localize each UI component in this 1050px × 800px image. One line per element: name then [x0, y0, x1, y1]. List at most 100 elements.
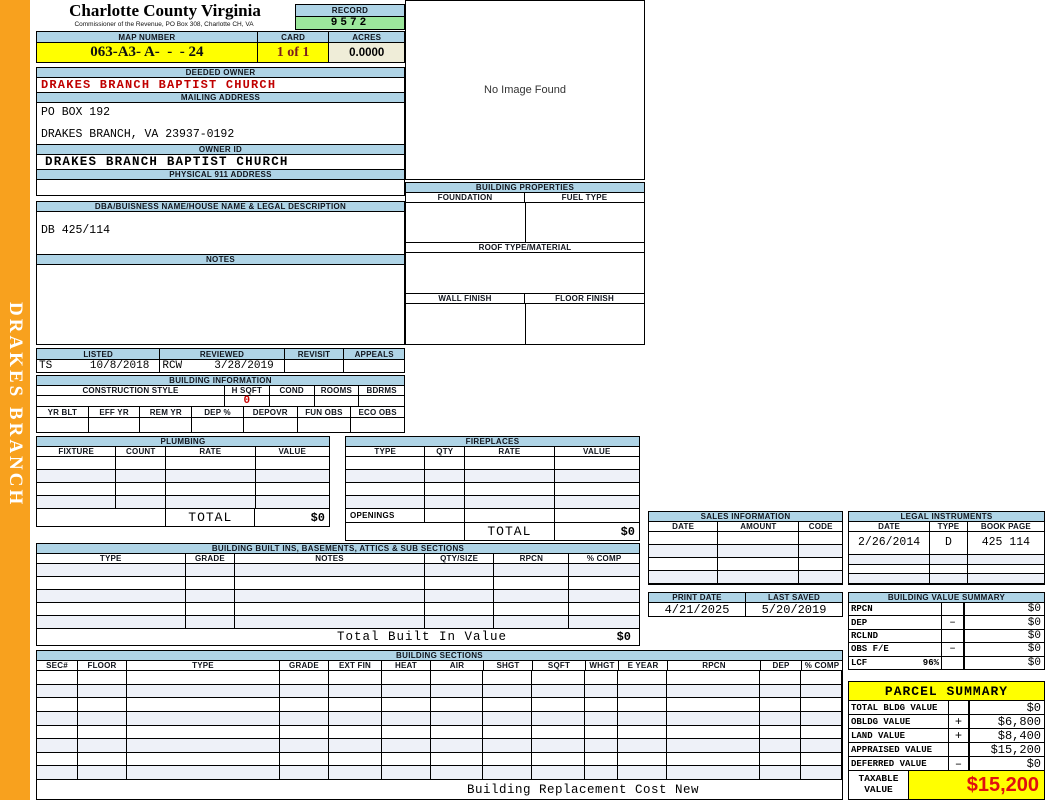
commissioner-subtitle: Commissioner of the Revenue, PO Box 308,…: [74, 21, 254, 28]
funobs-header: FUN OBS: [298, 407, 352, 417]
cell: [37, 603, 186, 615]
bvs-row-rclnd: RCLND $0: [849, 629, 1044, 644]
cell: [37, 577, 186, 589]
built-ins-header: BUILDING BUILT INS, BASEMENTS, ATTICS & …: [37, 544, 639, 554]
print-saved-values: 4/21/2025 5/20/2019: [649, 603, 842, 617]
revisit-value: [285, 360, 345, 372]
cell: [585, 698, 619, 711]
physical-address-header: PHYSICAL 911 ADDRESS: [37, 170, 404, 180]
built-ins-total-value: $0: [616, 630, 631, 644]
cell: [280, 671, 329, 684]
cell: [329, 711, 382, 725]
cell: [329, 766, 382, 779]
cell: [186, 564, 236, 576]
cell: [532, 725, 586, 739]
binfo-value-row2: [37, 418, 404, 432]
sales-information-table: SALES INFORMATION DATE AMOUNT CODE: [648, 511, 843, 585]
cell: [116, 457, 167, 469]
cell: [968, 565, 1044, 574]
instrument-row: [849, 564, 1044, 575]
dep-pct-header: DEP %: [192, 407, 244, 417]
sales-row: [649, 545, 842, 558]
cell: [425, 564, 495, 576]
legal-instruments-table: LEGAL INSTRUMENTS DATE TYPE BOOK PAGE 2/…: [848, 511, 1045, 585]
shgt-header: SHGT: [484, 661, 533, 670]
lcf-percent: 96%: [922, 657, 939, 668]
cell: [585, 684, 619, 698]
map-card-acres-table: MAP NUMBER CARD ACRES 063-A3- A- - - 24 …: [36, 31, 405, 63]
cell: [760, 766, 802, 779]
cell: [649, 558, 719, 570]
rpcn-value: $0: [964, 603, 1044, 616]
plus-sign: +: [949, 715, 969, 729]
cell: [425, 470, 466, 482]
remyr-value: [140, 418, 193, 432]
construction-style-value: [37, 396, 225, 406]
comp-header: % COMP: [586, 554, 622, 563]
map-number-value: 063-A3- A- - - 24: [37, 43, 258, 62]
cell: [166, 483, 256, 495]
sidebar-banner: DRAKES BRANCH: [0, 0, 30, 800]
cell: [569, 564, 639, 576]
parcel-row-deferred: DEFERRED VALUE – $0: [849, 757, 1044, 771]
building-sections-row: [37, 711, 843, 726]
fireplaces-row: [346, 496, 639, 509]
physical-address-value: [37, 180, 404, 195]
cell: [760, 711, 802, 725]
cell: [718, 571, 800, 583]
hsqft-value: 0: [225, 395, 270, 407]
cell: [329, 725, 382, 739]
mailing-line2: DRAKES BRANCH, VA 23937-0192: [41, 128, 235, 141]
roof-type-header: ROOF TYPE/MATERIAL: [478, 243, 572, 252]
cell: [667, 766, 761, 779]
record-box: RECORD 9572: [295, 4, 405, 30]
cell: [186, 577, 236, 589]
cell: [37, 470, 117, 482]
cell: [465, 483, 555, 495]
mailing-line1: PO BOX 192: [41, 106, 111, 119]
cell: [569, 603, 639, 615]
eyear-header: E YEAR: [619, 661, 668, 670]
lcf-text: LCF: [851, 657, 868, 668]
plumbing-row: [37, 483, 329, 496]
cell: [667, 671, 761, 684]
building-sections-row: [37, 725, 843, 740]
cell: [127, 725, 280, 739]
cell: [465, 470, 555, 482]
cell: [235, 590, 425, 602]
parcel-summary-header: PARCEL SUMMARY: [849, 682, 1044, 701]
dba-legal-section: DBA/BUISNESS NAME/HOUSE NAME & LEGAL DES…: [36, 201, 405, 345]
sign: [942, 629, 964, 643]
cell: [186, 603, 236, 615]
rooms-header: ROOMS: [315, 386, 360, 395]
floor-finish-header: FLOOR FINISH: [555, 294, 614, 303]
fireplaces-openings-row: OPENINGS: [346, 509, 639, 523]
plumbing-row: [37, 457, 329, 470]
wall-finish-value: [406, 304, 526, 344]
cell: [667, 684, 761, 698]
roof-type-value: [406, 253, 644, 293]
cell: [382, 698, 431, 711]
bdrms-header: BDRMS: [366, 386, 397, 395]
building-properties-section: BUILDING PROPERTIES FOUNDATION FUEL TYPE…: [405, 182, 645, 345]
rclnd-value: $0: [964, 629, 1044, 643]
fireplaces-table: FIREPLACES TYPE QTY RATE VALUE: [345, 436, 640, 541]
cell: [37, 457, 117, 469]
cell: [280, 766, 329, 779]
cell: [930, 554, 968, 564]
book-page-header: BOOK PAGE: [980, 522, 1031, 531]
obldg-label: OBLDG VALUE: [849, 715, 949, 728]
cell: [425, 509, 466, 522]
cell: [431, 684, 484, 698]
cell: [78, 671, 127, 684]
plumbing-total-value: $0: [310, 510, 325, 525]
taxable-value-amount: $15,200: [909, 771, 1044, 799]
cell: [569, 577, 639, 589]
review-header-row: LISTED REVIEWED REVISIT APPEALS: [37, 349, 404, 360]
cell: [166, 457, 256, 469]
cell: [116, 470, 167, 482]
cell: [280, 684, 329, 698]
effyr-header: EFF YR: [89, 407, 141, 417]
cell: [329, 752, 382, 766]
